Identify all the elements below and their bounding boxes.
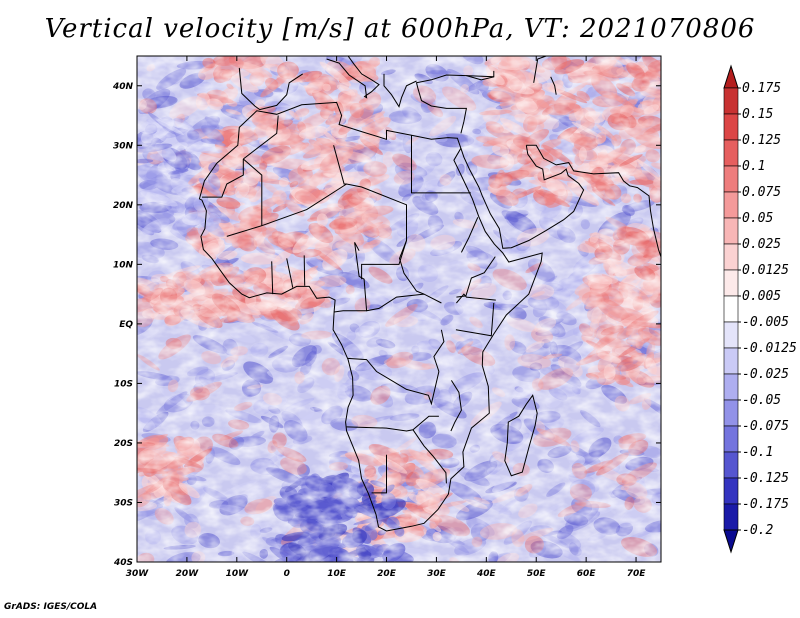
colorbar-box (723, 399, 739, 427)
longitude-axis: 30W 20W 10W 0 10E 20E 30E 40E 50E 60E 70E (126, 56, 646, 579)
lon-tick-label: 20W (176, 569, 200, 579)
colorbar-label: -0.0125 (742, 341, 797, 356)
lat-tick-label: 10N (113, 260, 134, 270)
colorbar-box (723, 295, 739, 323)
coastlines-borders (198, 56, 661, 532)
colorbar-box (723, 321, 739, 349)
colorbar-label: 0.05 (742, 211, 773, 226)
colorbar-label: 0.075 (742, 185, 781, 200)
colorbar-box (723, 477, 739, 505)
colorbar-label: 0.0125 (742, 263, 789, 278)
lon-tick-label: 30E (427, 569, 447, 579)
colorbar-box (723, 191, 739, 219)
lon-tick-label: 20E (377, 569, 397, 579)
lon-tick-label: 10W (226, 569, 250, 579)
colorbar-label: 0.175 (742, 81, 781, 96)
colorbar-top-arrow (723, 64, 739, 89)
colorbar-box (723, 451, 739, 479)
lat-tick-label: 10S (114, 379, 133, 389)
lat-tick-label: 20S (114, 439, 133, 449)
colorbar-box (723, 87, 739, 115)
colorbar-box (723, 503, 739, 531)
latitude-axis: 40N 30N 20N 10N EQ 10S 20S 30S 40S (112, 82, 661, 568)
colorbar-box (723, 139, 739, 167)
grads-credit: GrADS: IGES/COLA (4, 602, 98, 612)
lat-tick-label: 40N (112, 82, 134, 92)
colorbar-box (723, 113, 739, 141)
lon-tick-label: 40E (476, 569, 497, 579)
lat-tick-label: 40S (113, 558, 133, 568)
colorbar-label: 0.005 (742, 289, 781, 304)
colorbar-label: -0.005 (742, 315, 789, 330)
lon-tick-label: 30W (126, 569, 150, 579)
colorbar-box (723, 217, 739, 245)
lon-tick-label: 50E (527, 569, 547, 579)
colorbar-box (723, 347, 739, 375)
lat-tick-label: EQ (119, 320, 133, 330)
colorbar-box (723, 373, 739, 401)
lon-tick-label: 10E (327, 569, 347, 579)
lon-tick-label: 0 (284, 569, 290, 579)
colorbar-box (723, 243, 739, 271)
colorbar-label: 0.125 (742, 133, 781, 148)
colorbar-box (723, 269, 739, 297)
colorbar-box (723, 165, 739, 193)
lat-tick-label: 30S (114, 498, 133, 508)
colorbar-label: -0.075 (742, 419, 789, 434)
lon-tick-label: 70E (627, 569, 647, 579)
map-frame (136, 55, 662, 563)
lon-tick-label: 60E (577, 569, 597, 579)
lat-tick-label: 20N (113, 201, 134, 211)
colorbar-label: 0.1 (742, 159, 765, 174)
colorbar-label: 0.025 (742, 237, 781, 252)
colorbar-label: -0.125 (742, 471, 789, 486)
lat-tick-label: 30N (113, 141, 134, 151)
colorbar-label: -0.05 (742, 393, 781, 408)
colorbar-label: -0.025 (742, 367, 789, 382)
colorbar-label: -0.2 (742, 523, 773, 538)
colorbar-label: 0.15 (742, 107, 773, 122)
map-title: Vertical velocity [m/s] at 600hPa, VT: 2… (44, 14, 756, 44)
colorbar-bottom-arrow (723, 529, 739, 554)
colorbar-label: -0.1 (742, 445, 773, 460)
colorbar: 0.175 0.15 0.125 0.1 0.075 0.05 0.025 0.0125 0.0… (723, 64, 797, 554)
colorbar-box (723, 425, 739, 453)
colorbar-label: -0.175 (742, 497, 789, 512)
